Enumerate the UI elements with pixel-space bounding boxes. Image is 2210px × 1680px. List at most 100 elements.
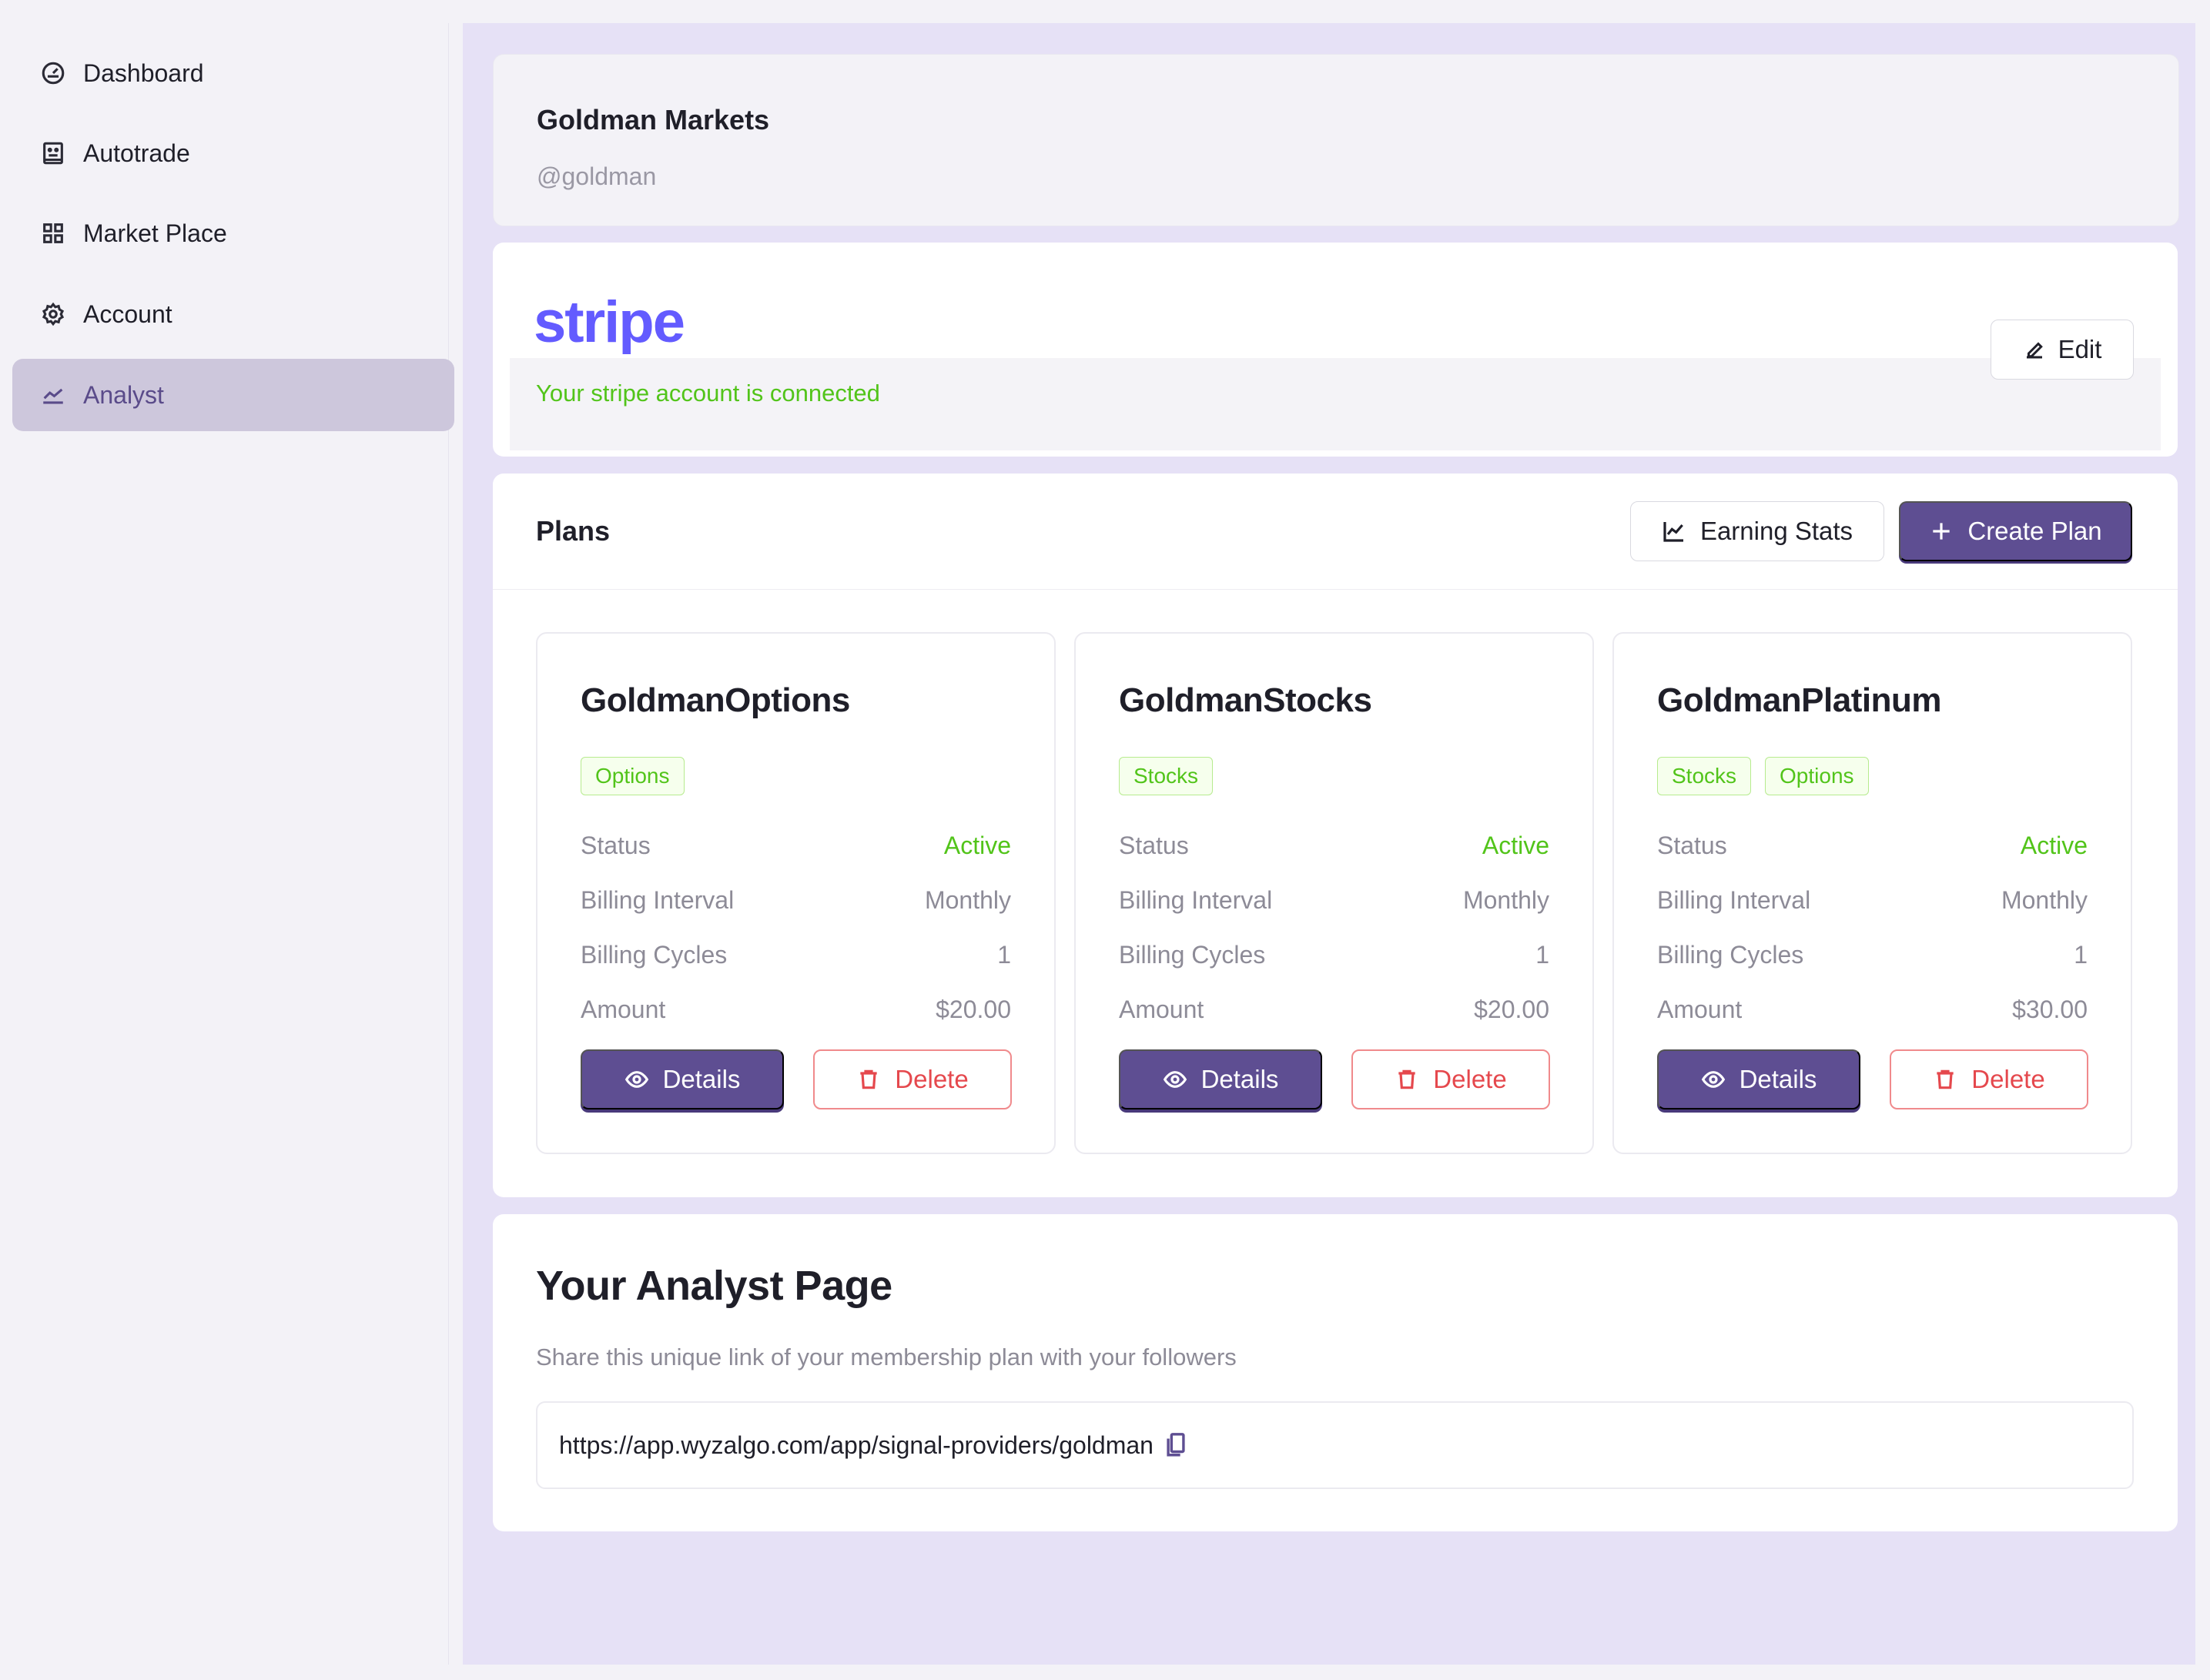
analyst-page-title: Your Analyst Page	[536, 1263, 892, 1309]
analyst-page-subtitle: Share this unique link of your membershi…	[536, 1344, 1237, 1370]
plan-interval-row: Billing Interval Monthly	[1119, 881, 1549, 919]
plan-cycles-row: Billing Cycles 1	[1119, 935, 1549, 974]
delete-button[interactable]: Delete	[813, 1049, 1012, 1109]
pencil-icon	[2026, 342, 2043, 359]
edit-button-label: Edit	[2058, 335, 2102, 363]
sidebar-item-market-place[interactable]: Market Place	[12, 197, 454, 269]
sidebar-item-autotrade[interactable]: Autotrade	[12, 117, 454, 189]
eye-icon	[1163, 1071, 1187, 1088]
robot-icon	[39, 139, 68, 168]
analyst-link-text: https://app.wyzalgo.com/app/signal-provi…	[559, 1431, 1154, 1459]
plan-amount-row: Amount $20.00	[581, 990, 1011, 1029]
row-label: Billing Cycles	[581, 940, 728, 969]
plan-name: GoldmanStocks	[1119, 681, 1372, 719]
plan-name: GoldmanPlatinum	[1657, 681, 1941, 719]
copy-icon[interactable]	[1164, 1431, 1189, 1459]
analyst-link-field[interactable]: https://app.wyzalgo.com/app/signal-provi…	[536, 1401, 2134, 1489]
plan-status-value: Active	[943, 831, 1011, 859]
row-label: Billing Cycles	[1657, 940, 1804, 969]
stripe-logo: stripe	[534, 289, 685, 355]
plans-header: Plans Earning Stats Create Plan	[493, 474, 2178, 590]
details-button[interactable]: Details	[1657, 1049, 1860, 1109]
plan-interval-row: Billing Interval Monthly	[1657, 881, 2088, 919]
plan-tags: Stocks	[1119, 757, 1214, 795]
sidebar: Dashboard Autotrade Market Place Account…	[0, 23, 454, 1665]
row-label: Billing Interval	[1657, 885, 1811, 914]
delete-button[interactable]: Delete	[1890, 1049, 2088, 1109]
plan-card-goldman-options: GoldmanOptions Options Status Active Bill…	[536, 632, 1056, 1154]
plan-status-row: Status Active	[1119, 826, 1549, 865]
trash-icon	[1398, 1069, 1415, 1089]
plans-card: Plans Earning Stats Create Plan GoldmanO…	[493, 474, 2178, 1197]
plan-amount-row: Amount $20.00	[1119, 990, 1549, 1029]
sidebar-item-label: Analyst	[83, 380, 164, 409]
plan-tag: Options	[581, 757, 685, 795]
stripe-card: stripe Your stripe account is connected …	[493, 243, 2178, 457]
edit-button[interactable]: Edit	[1991, 320, 2134, 380]
delete-label: Delete	[1971, 1065, 2045, 1093]
create-plan-button[interactable]: Create Plan	[1899, 501, 2132, 561]
details-button[interactable]: Details	[1119, 1049, 1322, 1109]
details-button[interactable]: Details	[581, 1049, 784, 1109]
sidebar-item-analyst[interactable]: Analyst	[12, 359, 454, 431]
earning-stats-label: Earning Stats	[1699, 517, 1853, 545]
sidebar-item-label: Account	[83, 300, 172, 328]
row-label: Status	[1119, 831, 1189, 859]
plan-tags: Options	[581, 757, 685, 795]
row-label: Status	[1657, 831, 1727, 859]
earning-stats-button[interactable]: Earning Stats	[1630, 501, 1884, 561]
plan-status-row: Status Active	[1657, 826, 2088, 865]
plan-tags: Stocks Options	[1657, 757, 1869, 795]
create-plan-label: Create Plan	[1967, 517, 2102, 545]
plan-status-value: Active	[1482, 831, 1549, 859]
stripe-status-band	[510, 358, 2161, 450]
row-label: Status	[581, 831, 651, 859]
sidebar-item-label: Dashboard	[83, 59, 204, 87]
row-label: Amount	[1657, 995, 1743, 1023]
line-chart-icon	[1663, 522, 1683, 542]
plans-title: Plans	[536, 515, 611, 547]
plan-amount-value: $20.00	[936, 995, 1011, 1023]
grid-icon	[39, 219, 68, 248]
row-label: Amount	[1119, 995, 1204, 1023]
delete-label: Delete	[1433, 1065, 1507, 1093]
plan-tag: Options	[1765, 757, 1869, 795]
dashboard-gauge-icon	[39, 59, 68, 88]
plan-cycles-value: 1	[997, 940, 1011, 969]
plan-amount-value: $20.00	[1474, 995, 1549, 1023]
eye-icon	[624, 1071, 648, 1088]
profile-name: Goldman Markets	[537, 104, 770, 136]
plan-interval-value: Monthly	[2001, 885, 2088, 914]
line-chart-icon	[39, 380, 68, 410]
row-label: Billing Interval	[581, 885, 735, 914]
sidebar-item-dashboard[interactable]: Dashboard	[12, 37, 454, 109]
analyst-page-card: Your Analyst Page Share this unique link…	[493, 1214, 2178, 1531]
row-label: Amount	[581, 995, 666, 1023]
plan-status-row: Status Active	[581, 826, 1011, 865]
plan-name: GoldmanOptions	[581, 681, 850, 719]
gear-icon	[39, 300, 68, 329]
trash-icon	[860, 1069, 877, 1089]
eye-icon	[1701, 1071, 1725, 1088]
stripe-status: Your stripe account is connected	[536, 380, 880, 407]
main-content: Goldman Markets @goldman stripe Your str…	[463, 23, 2195, 1665]
profile-handle: @goldman	[537, 162, 657, 190]
plan-interval-value: Monthly	[1462, 885, 1549, 914]
delete-label: Delete	[895, 1065, 969, 1093]
plus-icon	[1933, 523, 1950, 540]
sidebar-item-label: Market Place	[83, 219, 227, 247]
plan-card-goldman-stocks: GoldmanStocks Stocks Status Active Billin…	[1074, 632, 1594, 1154]
trash-icon	[1937, 1069, 1954, 1089]
plan-tag: Stocks	[1119, 757, 1214, 795]
sidebar-item-label: Autotrade	[83, 139, 190, 167]
plan-tag: Stocks	[1657, 757, 1752, 795]
plan-amount-value: $30.00	[2012, 995, 2088, 1023]
plan-interval-value: Monthly	[924, 885, 1011, 914]
row-label: Billing Cycles	[1119, 940, 1266, 969]
plan-amount-row: Amount $30.00	[1657, 990, 2088, 1029]
delete-button[interactable]: Delete	[1351, 1049, 1550, 1109]
row-label: Billing Interval	[1119, 885, 1273, 914]
plan-cycles-value: 1	[1535, 940, 1549, 969]
plan-cycles-row: Billing Cycles 1	[581, 935, 1011, 974]
sidebar-item-account[interactable]: Account	[12, 278, 454, 350]
